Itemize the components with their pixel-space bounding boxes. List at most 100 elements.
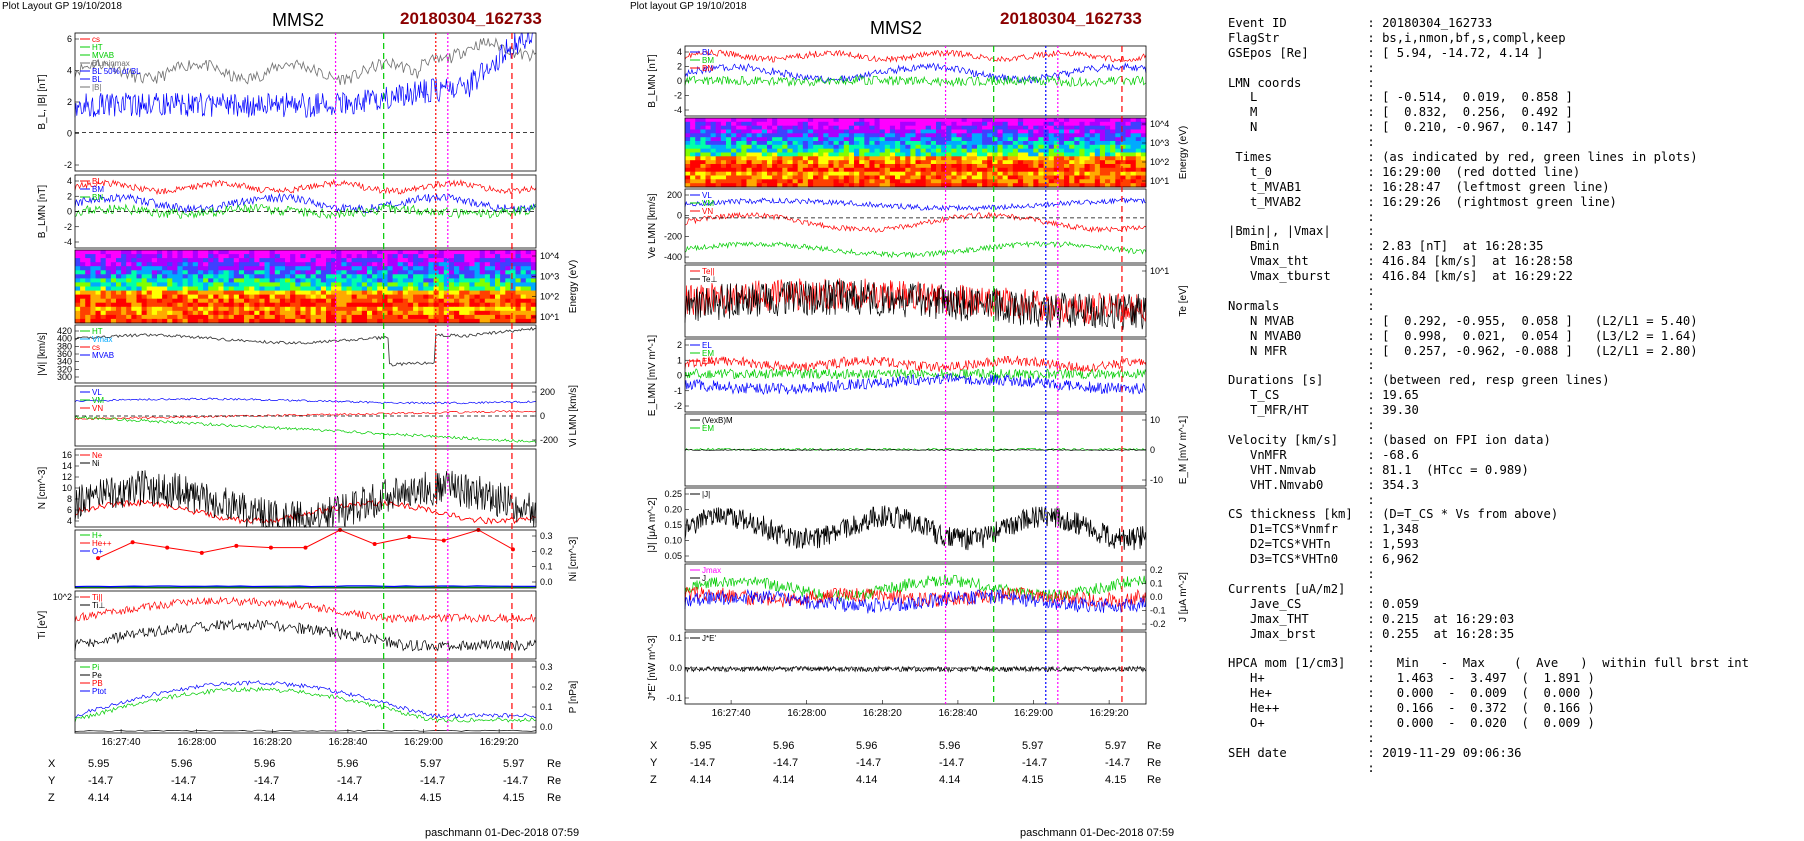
heatmap-cell <box>690 118 696 123</box>
heatmap-cell <box>1130 175 1137 180</box>
heatmap-cell <box>203 298 209 304</box>
heatmap-cell <box>151 262 158 267</box>
heatmap-cell <box>685 179 691 184</box>
summary-value: : Min - Max ( Ave ) within full brst int <box>1367 656 1749 671</box>
heatmap-cell <box>341 290 347 296</box>
left-panel-7-frame <box>74 590 537 660</box>
heatmap-cell <box>448 314 455 320</box>
series-line <box>74 470 537 529</box>
heatmap-cell <box>1084 121 1091 127</box>
heatmap-cell <box>1115 164 1121 169</box>
heatmap-cell <box>848 141 855 146</box>
heatmap-cell <box>705 171 712 176</box>
heatmap-cell <box>331 274 337 279</box>
heatmap-cell <box>874 141 881 146</box>
heatmap-cell <box>782 148 788 153</box>
heatmap-cell <box>690 175 696 180</box>
heatmap-cell <box>792 118 799 123</box>
heatmap-cell <box>807 141 814 146</box>
heatmap-cell <box>356 318 363 324</box>
heatmap-cell <box>1043 167 1050 173</box>
heatmap-cell <box>80 266 86 271</box>
heatmap-cell <box>956 133 963 138</box>
heatmap-cell <box>479 274 486 279</box>
heatmap-cell <box>157 254 163 259</box>
heatmap-cell <box>710 164 717 169</box>
heatmap-cell <box>264 266 271 271</box>
heatmap-cell <box>315 262 322 267</box>
y-tick-label: 14 <box>62 461 72 471</box>
heatmap-cell <box>726 164 732 169</box>
heatmap-cell <box>192 318 199 324</box>
heatmap-cell <box>936 118 942 123</box>
heatmap-cell <box>772 125 778 130</box>
heatmap-cell <box>746 121 753 127</box>
heatmap-cell <box>946 160 952 165</box>
heatmap-cell <box>715 118 722 123</box>
heatmap-cell <box>746 152 753 157</box>
heatmap-cell <box>731 179 737 184</box>
heatmap-cell <box>1125 160 1132 165</box>
heatmap-cell <box>116 294 122 300</box>
heatmap-cell <box>361 262 368 267</box>
heatmap-cell <box>110 298 117 304</box>
heatmap-cell <box>1033 148 1039 153</box>
heatmap-cell <box>182 254 189 259</box>
heatmap-cell <box>936 156 942 161</box>
heatmap-cell <box>900 137 906 142</box>
heatmap-cell <box>828 164 834 169</box>
heatmap-cell <box>151 298 158 304</box>
coord-value: 5.95 <box>690 740 712 752</box>
y-tick-label: 300 <box>57 372 72 382</box>
heatmap-cell <box>341 306 347 312</box>
heatmap-cell <box>356 282 363 287</box>
heatmap-cell <box>1064 133 1070 138</box>
heatmap-cell <box>223 254 230 259</box>
heatmap-cell <box>177 250 183 255</box>
heatmap-cell <box>515 294 522 300</box>
heatmap-cell <box>767 118 773 123</box>
heatmap-cell <box>751 167 758 173</box>
heatmap-cell <box>1033 137 1039 142</box>
heatmap-cell <box>772 129 778 134</box>
heatmap-cell <box>382 306 388 312</box>
heatmap-cell <box>700 137 706 142</box>
heatmap-cell <box>515 270 522 275</box>
heatmap-cell <box>146 314 153 320</box>
heatmap-cell <box>85 270 91 275</box>
heatmap-cell <box>961 118 968 123</box>
heatmap-cell <box>715 141 722 146</box>
heatmap-cell <box>249 298 255 304</box>
heatmap-cell <box>259 318 265 324</box>
heatmap-cell <box>1028 137 1034 142</box>
heatmap-cell <box>854 171 860 176</box>
heatmap-cell <box>525 262 532 267</box>
heatmap-cell <box>977 160 983 165</box>
heatmap-cell <box>946 152 952 157</box>
heatmap-cell <box>295 278 301 283</box>
heatmap-cell <box>1028 171 1034 176</box>
heatmap-cell <box>889 171 896 176</box>
heatmap-cell <box>951 129 957 134</box>
heatmap-cell <box>956 144 963 150</box>
heatmap-cell <box>469 282 475 287</box>
heatmap-cell <box>915 179 922 184</box>
heatmap-cell <box>331 306 337 312</box>
heatmap-cell <box>443 290 450 296</box>
heatmap-cell <box>525 250 532 255</box>
coord-value: 5.97 <box>420 758 442 770</box>
heatmap-cell <box>274 286 281 292</box>
heatmap-cell <box>187 306 194 312</box>
legend-entry: |B| <box>92 83 102 92</box>
heatmap-cell <box>361 258 368 263</box>
heatmap-cell <box>469 258 475 263</box>
heatmap-cell <box>228 298 235 304</box>
heatmap-cell <box>116 270 122 275</box>
left-panel-2-frame <box>74 249 537 324</box>
heatmap-cell <box>828 118 834 123</box>
heatmap-cell <box>1069 133 1075 138</box>
heatmap-cell <box>418 250 424 255</box>
heatmap-cell <box>361 318 368 324</box>
heatmap-cell <box>356 310 363 316</box>
heatmap-cell <box>279 258 286 263</box>
